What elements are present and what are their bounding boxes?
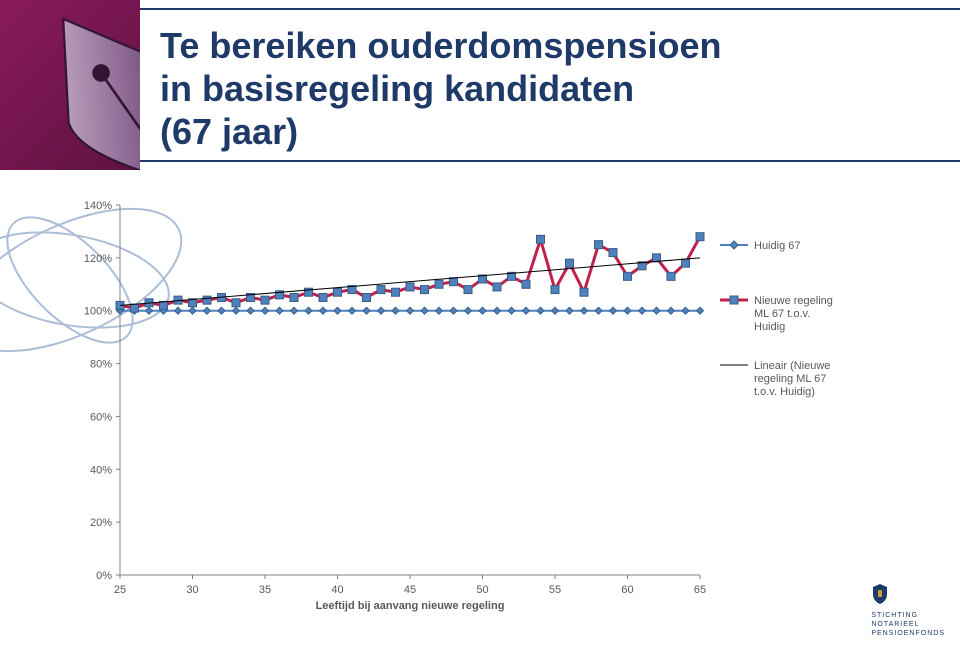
header-rule-top [140,8,960,10]
logo-text-2: NOTARIEEL [871,620,945,629]
svg-text:t.o.v. Huidig): t.o.v. Huidig) [754,386,815,398]
svg-text:30: 30 [186,584,198,596]
svg-text:60%: 60% [90,411,112,423]
svg-text:20%: 20% [90,517,112,529]
line-chart: 0% 20% 40% 60% 80% 100% 120% 140% 25 30 35 40 45 50 55… [70,195,890,625]
svg-text:ML 67 t.o.v.: ML 67 t.o.v. [754,308,810,320]
svg-text:100%: 100% [84,306,112,318]
svg-text:Nieuwe regeling: Nieuwe regeling [754,295,833,307]
svg-text:0%: 0% [96,570,112,582]
header-band: Te bereiken ouderdomspensioen in basisre… [0,0,960,170]
title-line-1: Te bereiken ouderdomspensioen [160,25,721,67]
svg-text:Huidig: Huidig [754,321,785,333]
pen-nib-icon [0,0,140,170]
svg-text:45: 45 [404,584,416,596]
title-line-3: (67 jaar) [160,111,298,153]
svg-text:120%: 120% [84,253,112,265]
svg-text:55: 55 [549,584,561,596]
svg-text:140%: 140% [84,200,112,212]
svg-text:40%: 40% [90,464,112,476]
svg-text:60: 60 [621,584,633,596]
header-maroon-panel [0,0,140,170]
header-rule-bottom [140,160,960,162]
svg-text:Huidig 67: Huidig 67 [754,240,800,252]
svg-text:65: 65 [694,584,706,596]
svg-text:35: 35 [259,584,271,596]
logo-text-3: PENSIOENFONDS [871,629,945,638]
svg-text:25: 25 [114,584,126,596]
footer-logo: STICHTING NOTARIEEL PENSIOENFONDS [871,583,945,638]
svg-text:80%: 80% [90,359,112,371]
title-line-2: in basisregeling kandidaten [160,68,634,110]
svg-text:Leeftijd bij aanvang nieuwe re: Leeftijd bij aanvang nieuwe regeling [316,600,505,612]
logo-text-1: STICHTING [871,611,945,620]
shield-icon [871,583,889,605]
svg-text:Lineair (Nieuwe: Lineair (Nieuwe [754,360,830,372]
svg-text:regeling ML 67: regeling ML 67 [754,373,826,385]
svg-text:40: 40 [331,584,343,596]
svg-text:50: 50 [476,584,488,596]
